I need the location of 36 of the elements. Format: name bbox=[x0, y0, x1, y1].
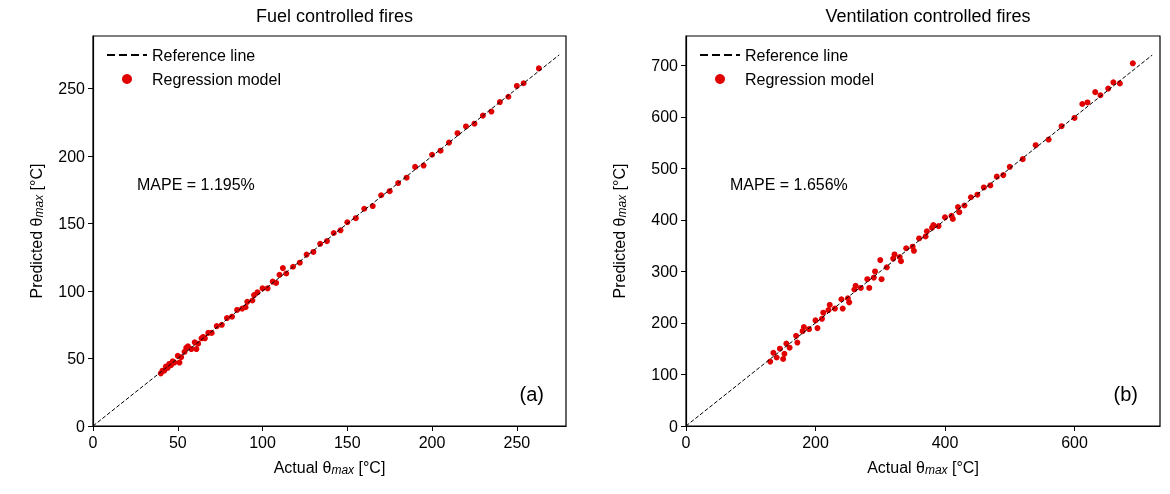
y-tick-label: 50 bbox=[67, 350, 86, 368]
y-tick-label: 300 bbox=[651, 262, 679, 280]
y-tick-label: 200 bbox=[58, 147, 86, 165]
y-axis-title: Predicted θmax [°C] bbox=[27, 163, 46, 299]
y-axis-title: Predicted θmax [°C] bbox=[610, 163, 629, 299]
annotation: (b) bbox=[1113, 383, 1139, 405]
legend-label: Reference line bbox=[745, 46, 849, 64]
x-tick-label: 200 bbox=[802, 433, 829, 451]
x-tick-label: 200 bbox=[418, 433, 446, 451]
annotation: (a) bbox=[519, 383, 545, 405]
x-tick-label: 0 bbox=[681, 433, 691, 451]
x-tick-label: 400 bbox=[931, 433, 959, 451]
y-tick-label: 700 bbox=[651, 56, 679, 74]
x-tick-label: 50 bbox=[168, 433, 187, 451]
y-tick-label: 500 bbox=[651, 159, 679, 177]
y-tick-label: 200 bbox=[651, 314, 679, 332]
y-tick-label: 600 bbox=[651, 108, 679, 126]
x-tick-label: 600 bbox=[1061, 433, 1088, 451]
legend-label: Reference line bbox=[152, 46, 256, 64]
y-tick-label: 250 bbox=[58, 80, 86, 98]
x-tick-label: 100 bbox=[249, 433, 276, 451]
y-tick-label: 0 bbox=[76, 417, 86, 435]
x-tick-label: 150 bbox=[333, 433, 361, 451]
chart-title: Fuel controlled fires bbox=[255, 6, 414, 26]
y-tick-label: 100 bbox=[651, 365, 679, 383]
y-tick-label: 150 bbox=[58, 215, 86, 233]
y-tick-label: 400 bbox=[651, 211, 679, 229]
annotation: MAPE = 1.195% bbox=[137, 175, 255, 193]
annotation: MAPE = 1.656% bbox=[730, 175, 848, 193]
x-tick-label: 0 bbox=[88, 433, 98, 451]
legend-label: Regression model bbox=[152, 70, 281, 88]
chart-title: Ventilation controlled fires bbox=[825, 6, 1031, 26]
y-tick-label: 0 bbox=[669, 417, 679, 435]
y-tick-label: 100 bbox=[58, 282, 86, 300]
legend-label: Regression model bbox=[745, 70, 874, 88]
x-tick-label: 250 bbox=[503, 433, 531, 451]
